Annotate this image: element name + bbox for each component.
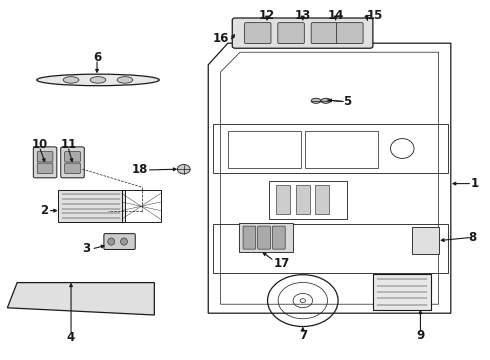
Bar <box>305 131 378 168</box>
Text: 13: 13 <box>294 9 311 22</box>
FancyBboxPatch shape <box>258 226 270 249</box>
FancyBboxPatch shape <box>272 226 285 249</box>
Bar <box>373 274 431 310</box>
FancyBboxPatch shape <box>65 163 80 174</box>
Ellipse shape <box>121 238 127 245</box>
Text: 14: 14 <box>327 9 344 22</box>
Bar <box>316 185 329 215</box>
Text: 7: 7 <box>299 329 307 342</box>
Ellipse shape <box>63 77 79 83</box>
Text: 10: 10 <box>32 138 49 151</box>
Bar <box>213 124 448 173</box>
Text: 17: 17 <box>273 257 290 270</box>
Ellipse shape <box>321 98 331 103</box>
Bar <box>239 223 293 252</box>
FancyBboxPatch shape <box>104 234 135 249</box>
Ellipse shape <box>311 98 321 103</box>
Bar <box>213 224 448 273</box>
Text: 8: 8 <box>468 231 476 244</box>
FancyBboxPatch shape <box>311 23 338 44</box>
Bar <box>269 181 346 219</box>
Text: 3: 3 <box>82 242 91 255</box>
Text: 11: 11 <box>60 138 77 151</box>
Text: 15: 15 <box>367 9 383 22</box>
FancyBboxPatch shape <box>243 226 256 249</box>
FancyBboxPatch shape <box>232 18 373 48</box>
Polygon shape <box>7 283 154 315</box>
Text: 2: 2 <box>40 204 48 217</box>
FancyBboxPatch shape <box>33 147 57 178</box>
FancyBboxPatch shape <box>337 23 363 44</box>
Ellipse shape <box>37 74 159 86</box>
Text: 4: 4 <box>67 331 75 344</box>
Bar <box>296 185 310 215</box>
Ellipse shape <box>177 165 190 174</box>
Bar <box>412 227 439 254</box>
Text: 18: 18 <box>132 163 148 176</box>
FancyBboxPatch shape <box>278 23 304 44</box>
Ellipse shape <box>90 77 106 83</box>
Text: 12: 12 <box>259 9 275 22</box>
Text: 6: 6 <box>93 51 101 64</box>
FancyBboxPatch shape <box>37 152 53 162</box>
Bar <box>228 131 300 168</box>
FancyBboxPatch shape <box>65 152 80 162</box>
Text: 1: 1 <box>470 177 479 190</box>
FancyBboxPatch shape <box>61 147 84 178</box>
FancyBboxPatch shape <box>37 163 53 174</box>
Text: 5: 5 <box>343 95 351 108</box>
Bar <box>276 185 290 215</box>
Text: 16: 16 <box>213 32 229 45</box>
Ellipse shape <box>108 238 115 245</box>
Text: 9: 9 <box>416 329 424 342</box>
FancyBboxPatch shape <box>245 23 271 44</box>
Bar <box>58 190 124 222</box>
Ellipse shape <box>117 77 133 83</box>
